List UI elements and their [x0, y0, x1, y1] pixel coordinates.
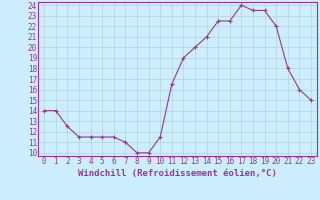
X-axis label: Windchill (Refroidissement éolien,°C): Windchill (Refroidissement éolien,°C)	[78, 169, 277, 178]
